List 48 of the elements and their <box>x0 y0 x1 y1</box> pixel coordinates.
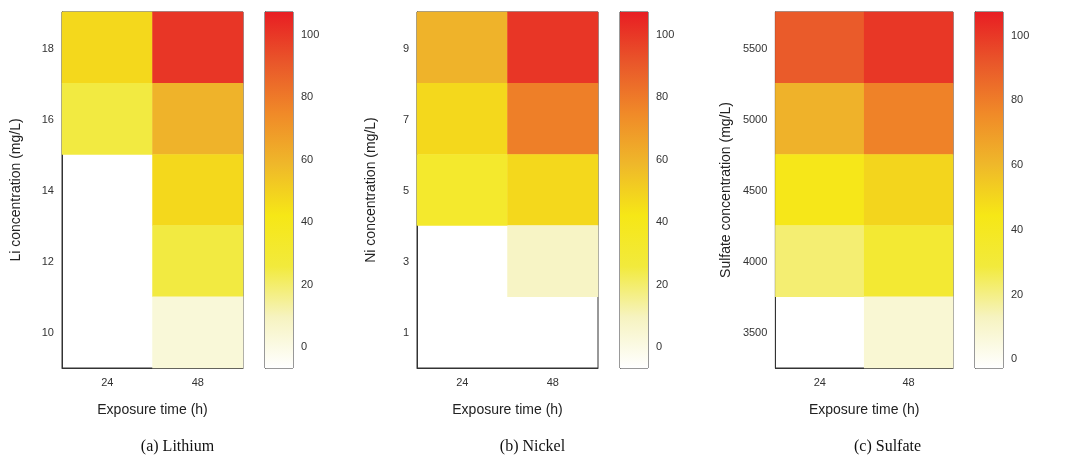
x-tick-label: 48 <box>902 375 915 388</box>
color-bar-label: 60 <box>656 152 669 165</box>
y-tick-label: 10 <box>41 326 54 339</box>
color-bar-label: 20 <box>656 277 669 290</box>
text: (c) Sulfate <box>853 436 922 455</box>
x-axis-title: Exposure time (h) <box>97 401 208 417</box>
y-tick-label: 14 <box>41 184 54 196</box>
y-tick-label: 4500 <box>742 184 768 196</box>
y-tick-label: 3 <box>402 255 409 268</box>
x-tick-label: 48 <box>546 375 559 388</box>
y-tick-label: 7 <box>402 112 409 125</box>
color-bar-label: 60 <box>301 152 314 165</box>
color-bar-label: 100 <box>301 27 320 40</box>
x-tick-label: 48 <box>191 375 204 388</box>
y-tick-label: 1 <box>402 326 409 339</box>
y-tick-label: 18 <box>41 41 54 54</box>
color-bar-label: 80 <box>656 90 669 103</box>
y-tick-label: 12 <box>41 255 54 268</box>
x-axis-title: Exposure time (h) <box>808 401 920 417</box>
color-bar-label: 40 <box>1011 222 1024 235</box>
color-bar-label: 40 <box>301 215 314 228</box>
x-tick-label: 24 <box>813 375 826 388</box>
color-bar-label: 0 <box>301 340 308 353</box>
y-axis-title: Li concentration (mg/L) <box>7 118 23 262</box>
color-bar-label: 80 <box>301 90 314 103</box>
y-tick-label: 9 <box>402 41 409 54</box>
y-tick-label: 4000 <box>742 255 768 268</box>
color-bar-label: 0 <box>656 340 663 353</box>
y-axis-title: Sulfate concentration (mg/L) <box>717 102 733 278</box>
text: (a) Lithium <box>140 436 215 455</box>
color-bar-label: 40 <box>656 215 669 228</box>
y-tick-label: 5500 <box>742 41 768 54</box>
x-tick-label: 24 <box>101 375 114 388</box>
color-bar-label: 20 <box>301 277 314 290</box>
y-axis-title: Ni concentration (mg/L) <box>362 117 378 263</box>
text: (b) Nickel <box>499 436 566 455</box>
y-tick-label: 16 <box>41 112 54 125</box>
y-tick-label: 5000 <box>742 112 768 125</box>
x-axis-title: Exposure time (h) <box>452 401 563 417</box>
color-bar-label: 0 <box>1011 352 1018 365</box>
color-bar-label: 60 <box>1011 158 1024 171</box>
y-tick-label: 5 <box>402 184 409 196</box>
y-tick-label: 3500 <box>742 326 768 339</box>
color-bar-label: 80 <box>1011 93 1024 106</box>
color-bar-label: 20 <box>1011 287 1024 300</box>
color-bar-label: 100 <box>656 27 675 40</box>
x-tick-label: 24 <box>456 375 469 388</box>
color-bar-label: 100 <box>1011 28 1030 41</box>
